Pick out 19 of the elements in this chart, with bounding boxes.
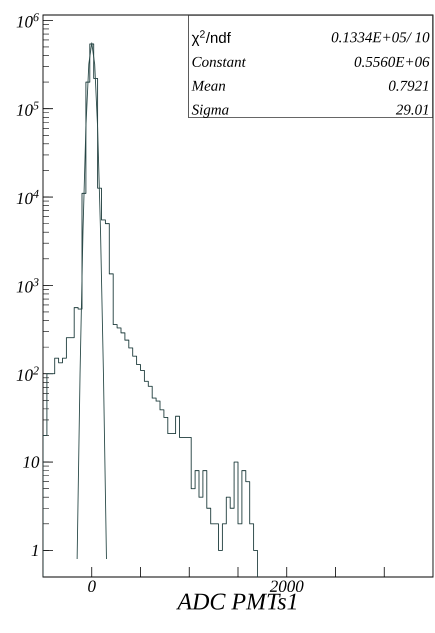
annotation: χ$^{2}$/ndf [192, 30, 231, 46]
y-tick-label: 10$^{6}$ [16, 13, 39, 28]
y-tick-label: 10$^{3}$ [16, 278, 39, 293]
x-tick-label: 2000 [270, 580, 304, 592]
x-axis-title: ADC PMTs1 [176, 594, 296, 610]
y-tick-label: 10$^{4}$ [16, 190, 39, 204]
annotation: 0.1334E+05/ 10 [332, 32, 430, 42]
x-tick-label: 0 [88, 580, 96, 592]
y-tick-label: 10$^{5}$ [16, 102, 39, 116]
annotation: 29.01 [396, 104, 428, 115]
y-tick-label: 10 [23, 456, 40, 468]
annotation: 0.7921 [388, 80, 428, 91]
annotation: 0.5560E+06 [354, 56, 430, 67]
annotation: Constant [192, 56, 246, 67]
y-tick-label: 10$^{2}$ [16, 366, 39, 381]
annotation: Sigma [192, 104, 229, 118]
annotation: Mean [191, 80, 226, 91]
line-series [76, 42, 107, 560]
y-tick-label: 1 [32, 544, 38, 556]
